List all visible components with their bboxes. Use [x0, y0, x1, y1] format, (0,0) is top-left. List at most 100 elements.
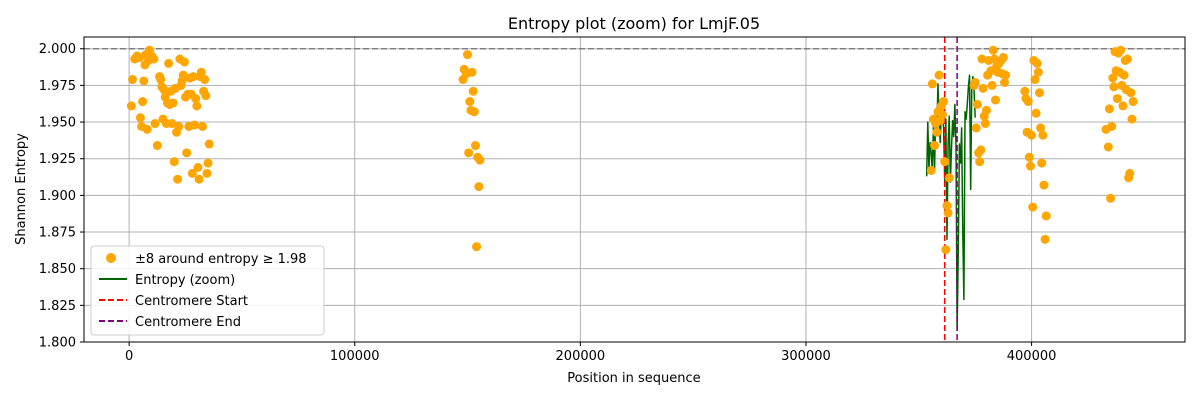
scatter-point: [1000, 77, 1010, 87]
scatter-point: [1032, 58, 1042, 68]
scatter-point: [149, 54, 159, 64]
scatter-point: [464, 148, 474, 158]
scatter-point: [134, 53, 144, 63]
legend-swatch-scatter: [106, 253, 116, 263]
legend-item-line: Entropy (zoom): [99, 273, 235, 288]
scatter-point: [943, 208, 953, 218]
y-axis-title: Shannon Entropy: [14, 133, 29, 245]
scatter-point: [463, 50, 473, 60]
y-tick-label: 1.975: [39, 79, 76, 94]
scatter-point: [1037, 158, 1047, 168]
centromere-lines-layer: [943, 37, 958, 342]
scatter-point: [1128, 97, 1138, 107]
scatter-point: [1112, 94, 1122, 104]
scatter-point: [194, 174, 204, 184]
scatter-point: [179, 57, 189, 67]
scatter-point: [1103, 142, 1113, 152]
chart-title: Entropy plot (zoom) for LmjF.05: [508, 14, 760, 33]
plot-area: [83, 36, 1186, 343]
y-tick-label: 1.900: [39, 189, 76, 204]
scatter-point: [977, 54, 987, 64]
scatter-point: [971, 123, 981, 133]
scatter-point: [980, 119, 990, 129]
scatter-point: [168, 98, 178, 108]
y-tick-label: 1.950: [39, 116, 76, 131]
legend-label-centromere-end: Centromere End: [135, 315, 241, 330]
legend-label-centromere-start: Centromere Start: [135, 294, 248, 309]
scatter-point: [1038, 130, 1048, 140]
scatter-point: [150, 119, 160, 129]
x-axis-title: Position in sequence: [567, 371, 700, 386]
scatter-point: [1036, 123, 1046, 133]
scatter-point: [474, 182, 484, 192]
legend-item-centromere-start: Centromere Start: [99, 294, 248, 309]
y-tick-label: 1.800: [39, 336, 76, 351]
scatter-point: [1023, 97, 1033, 107]
scatter-point: [472, 242, 482, 252]
scatter-point: [942, 201, 952, 211]
scatter-point: [990, 95, 1000, 105]
entropy-line-layer: [925, 74, 976, 332]
scatter-point: [1020, 86, 1030, 96]
scatter-point: [126, 101, 136, 111]
scatter-point: [939, 97, 949, 107]
scatter-point: [469, 107, 479, 117]
scatter-point: [941, 245, 951, 255]
scatter-point: [987, 80, 997, 90]
scatter-point: [930, 141, 940, 151]
scatter-point: [191, 94, 201, 104]
scatter-point: [182, 148, 192, 158]
scatter-point: [940, 157, 950, 167]
scatter-point: [1109, 82, 1119, 92]
scatter-point: [1106, 193, 1116, 203]
scatter-point: [976, 145, 986, 155]
scatter-point: [944, 173, 954, 183]
scatter-point: [1104, 104, 1114, 114]
scatter-point: [467, 67, 477, 77]
legend-item-centromere-end: Centromere End: [99, 315, 241, 330]
scatter-point: [475, 155, 485, 165]
axis-ticks: 0 100000 200000 300000 400000 1.800 1.825 1.850…: [39, 42, 1057, 364]
scatter-point: [139, 76, 149, 86]
y-tick-label: 1.850: [39, 262, 76, 277]
x-tick-label: 300000: [781, 349, 831, 364]
scatter-point: [1040, 234, 1050, 244]
scatter-point: [1031, 108, 1041, 118]
scatter-point: [1116, 45, 1126, 55]
scatter-point: [1024, 152, 1034, 162]
y-tick-label: 1.825: [39, 299, 76, 314]
scatter-point: [1107, 121, 1117, 131]
scatter-point: [1127, 114, 1137, 124]
scatter-point: [187, 168, 197, 178]
scatter-point: [197, 121, 207, 131]
scatter-point: [203, 158, 213, 168]
scatter-point: [1034, 88, 1044, 98]
scatter-point: [1126, 88, 1136, 98]
scatter-point: [204, 139, 214, 149]
scatter-point: [470, 141, 480, 151]
scatter-point: [1039, 180, 1049, 190]
scatter-point: [934, 70, 944, 80]
legend: ±8 around entropy ≥ 1.98 Entropy (zoom) …: [90, 245, 325, 336]
plot-frame: [83, 36, 1186, 343]
scatter-point: [174, 121, 184, 131]
scatter-point: [1119, 70, 1129, 80]
scatter-point: [988, 45, 998, 55]
legend-label-line: Entropy (zoom): [135, 273, 235, 288]
x-tick-label: 0: [125, 349, 133, 364]
scatter-point: [975, 157, 985, 167]
scatter-point: [164, 58, 174, 68]
scatter-point: [201, 91, 211, 101]
scatter-point: [1027, 130, 1037, 140]
scatter-point: [193, 163, 203, 172]
scatter-point: [1108, 73, 1118, 83]
y-tick-label: 1.925: [39, 152, 76, 167]
scatter-point: [1025, 161, 1035, 171]
y-tick-label: 1.875: [39, 226, 76, 241]
scatter-point: [1030, 75, 1040, 85]
scatter-point: [1118, 101, 1128, 111]
scatter-point: [1125, 168, 1135, 178]
legend-label-scatter: ±8 around entropy ≥ 1.98: [135, 252, 307, 267]
scatter-point: [173, 174, 183, 184]
